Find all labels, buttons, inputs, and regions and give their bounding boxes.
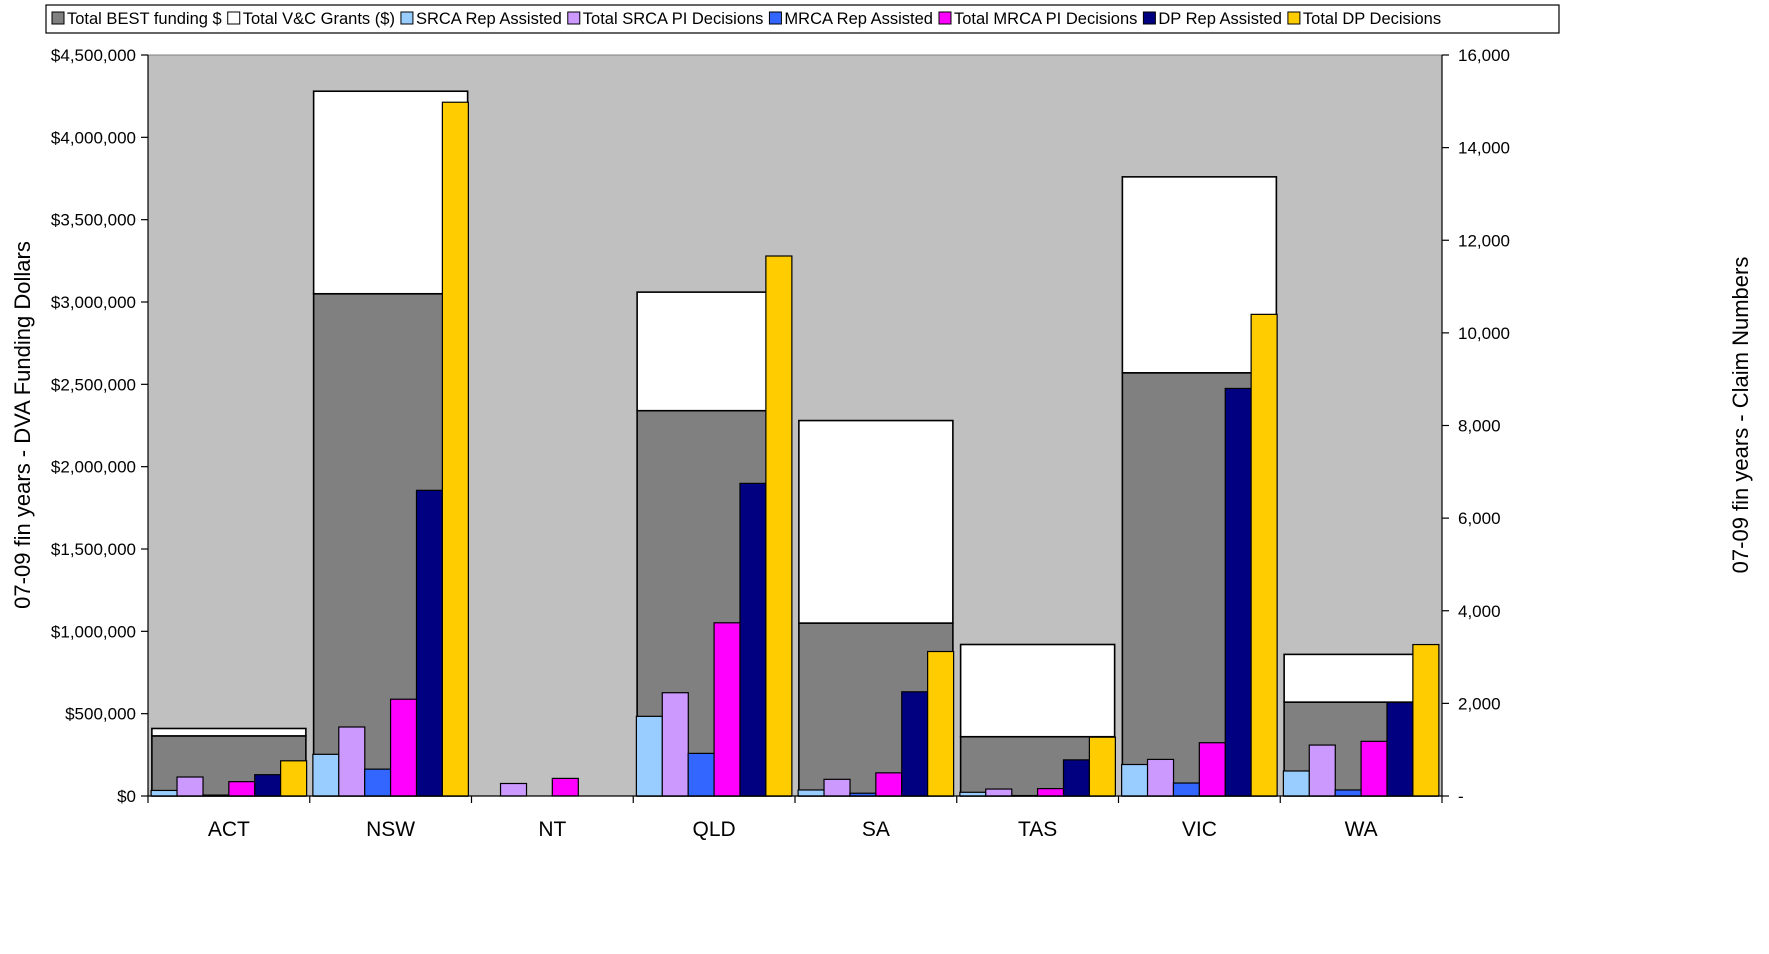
bar-total-srca-pi-decisions-wa [1309,745,1335,796]
legend: Total BEST funding $ Total V&C Grants ($)… [46,5,1559,33]
legend-swatch-srca-rep-assisted [401,12,413,24]
y-left-tick-label: $4,500,000 [51,46,136,65]
bar-total-srca-pi-decisions-tas [986,789,1012,796]
bar-total-v-c-grants-act [152,728,306,735]
legend-label-mrca-rep-assisted: MRCA Rep Assisted [784,10,933,28]
bar-srca-rep-assisted-act [151,790,177,796]
x-tick-label-vic: VIC [1182,818,1217,841]
y-left-tick-label: $4,000,000 [51,128,136,147]
y-left-tick-label: $2,500,000 [51,375,136,394]
x-tick-label-qld: QLD [693,818,736,841]
bar-total-mrca-pi-decisions-act [229,782,255,796]
bar-total-dp-decisions-sa [928,652,954,796]
y-right-tick-label: - [1458,787,1464,806]
y-left-tick-label: $0 [117,787,136,806]
x-tick-label-wa: WA [1345,818,1378,841]
y-left-tick-label: $3,500,000 [51,211,136,230]
bar-total-mrca-pi-decisions-nt [552,778,578,796]
legend-swatch-mrca-rep-assisted [769,12,781,24]
y-left-tick-label: $3,000,000 [51,293,136,312]
x-tick-label-sa: SA [862,818,890,841]
bar-total-srca-pi-decisions-act [177,777,203,796]
bar-total-v-c-grants-sa [799,421,953,624]
legend-swatch-total-srca-pi-decisions [568,12,580,24]
y-left-tick-label: $2,000,000 [51,458,136,477]
bar-mrca-rep-assisted-qld [688,753,714,796]
legend-swatch-total-dp-decisions [1288,12,1300,24]
bar-srca-rep-assisted-nsw [313,754,339,796]
bar-srca-rep-assisted-qld [636,716,662,796]
y-right-tick-label: 2,000 [1458,694,1501,713]
plot-area [148,55,1442,796]
bar-total-mrca-pi-decisions-tas [1038,789,1064,796]
legend-label-total-best-funding: Total BEST funding $ [67,10,222,28]
y-left-tick-label: $500,000 [65,705,136,724]
legend-swatch-total-v-c-grants [228,12,240,24]
bar-total-srca-pi-decisions-nsw [339,727,365,796]
bar-total-srca-pi-decisions-sa [824,779,850,796]
y-right-tick-label: 10,000 [1458,324,1510,343]
y-right-tick-label: 8,000 [1458,417,1501,436]
bar-total-mrca-pi-decisions-nsw [391,699,417,796]
bar-total-srca-pi-decisions-vic [1148,759,1174,796]
legend-swatch-total-mrca-pi-decisions [939,12,951,24]
x-tick-label-nt: NT [538,818,566,841]
x-tick-label-act: ACT [208,818,250,841]
y-axis-left-label: 07-09 fin years - DVA Funding Dollars [10,241,35,609]
legend-label-total-srca-pi-decisions: Total SRCA PI Decisions [583,10,764,28]
y-left-tick-label: $1,500,000 [51,540,136,559]
y-axis-right-label: 07-09 fin years - Claim Numbers [1728,257,1753,574]
bar-mrca-rep-assisted-nsw [365,769,391,796]
bar-total-dp-decisions-nsw [442,102,468,796]
bar-total-mrca-pi-decisions-wa [1361,741,1387,796]
bar-dp-rep-assisted-sa [902,692,928,796]
legend-label-dp-rep-assisted: DP Rep Assisted [1158,10,1282,28]
bar-srca-rep-assisted-sa [798,790,824,796]
x-tick-label-tas: TAS [1018,818,1057,841]
bar-mrca-rep-assisted-vic [1173,783,1199,796]
bar-srca-rep-assisted-vic [1122,765,1148,796]
bar-dp-rep-assisted-wa [1387,702,1413,796]
legend-label-total-v-c-grants: Total V&C Grants ($) [243,10,395,28]
bar-total-mrca-pi-decisions-qld [714,623,740,796]
bar-total-dp-decisions-vic [1251,314,1277,796]
legend-swatch-total-best-funding [52,12,64,24]
bar-total-dp-decisions-tas [1089,737,1115,796]
bar-dp-rep-assisted-vic [1225,388,1251,796]
bar-total-v-c-grants-tas [961,645,1115,737]
y-left-tick-label: $1,000,000 [51,622,136,641]
bar-total-srca-pi-decisions-qld [662,693,688,796]
bar-srca-rep-assisted-wa [1283,771,1309,796]
legend-swatch-dp-rep-assisted [1143,12,1155,24]
y-right-tick-label: 14,000 [1458,139,1510,158]
y-right-tick-label: 6,000 [1458,509,1501,528]
y-right-tick-label: 16,000 [1458,46,1510,65]
bar-dp-rep-assisted-act [255,775,281,796]
bar-total-mrca-pi-decisions-vic [1199,743,1225,796]
y-right-tick-label: 4,000 [1458,602,1501,621]
bar-total-dp-decisions-qld [766,256,792,796]
bar-total-mrca-pi-decisions-sa [876,773,902,796]
y-right-tick-label: 12,000 [1458,231,1510,250]
bar-total-dp-decisions-wa [1413,645,1439,796]
bar-total-srca-pi-decisions-nt [501,783,527,796]
bar-dp-rep-assisted-tas [1063,760,1089,796]
bar-dp-rep-assisted-qld [740,483,766,796]
bar-total-dp-decisions-act [281,761,307,796]
legend-label-total-dp-decisions: Total DP Decisions [1303,10,1441,28]
legend-label-srca-rep-assisted: SRCA Rep Assisted [416,10,562,28]
x-tick-label-nsw: NSW [366,818,415,841]
legend-label-total-mrca-pi-decisions: Total MRCA PI Decisions [954,10,1137,28]
bar-mrca-rep-assisted-wa [1335,790,1361,796]
bar-dp-rep-assisted-nsw [416,490,442,796]
